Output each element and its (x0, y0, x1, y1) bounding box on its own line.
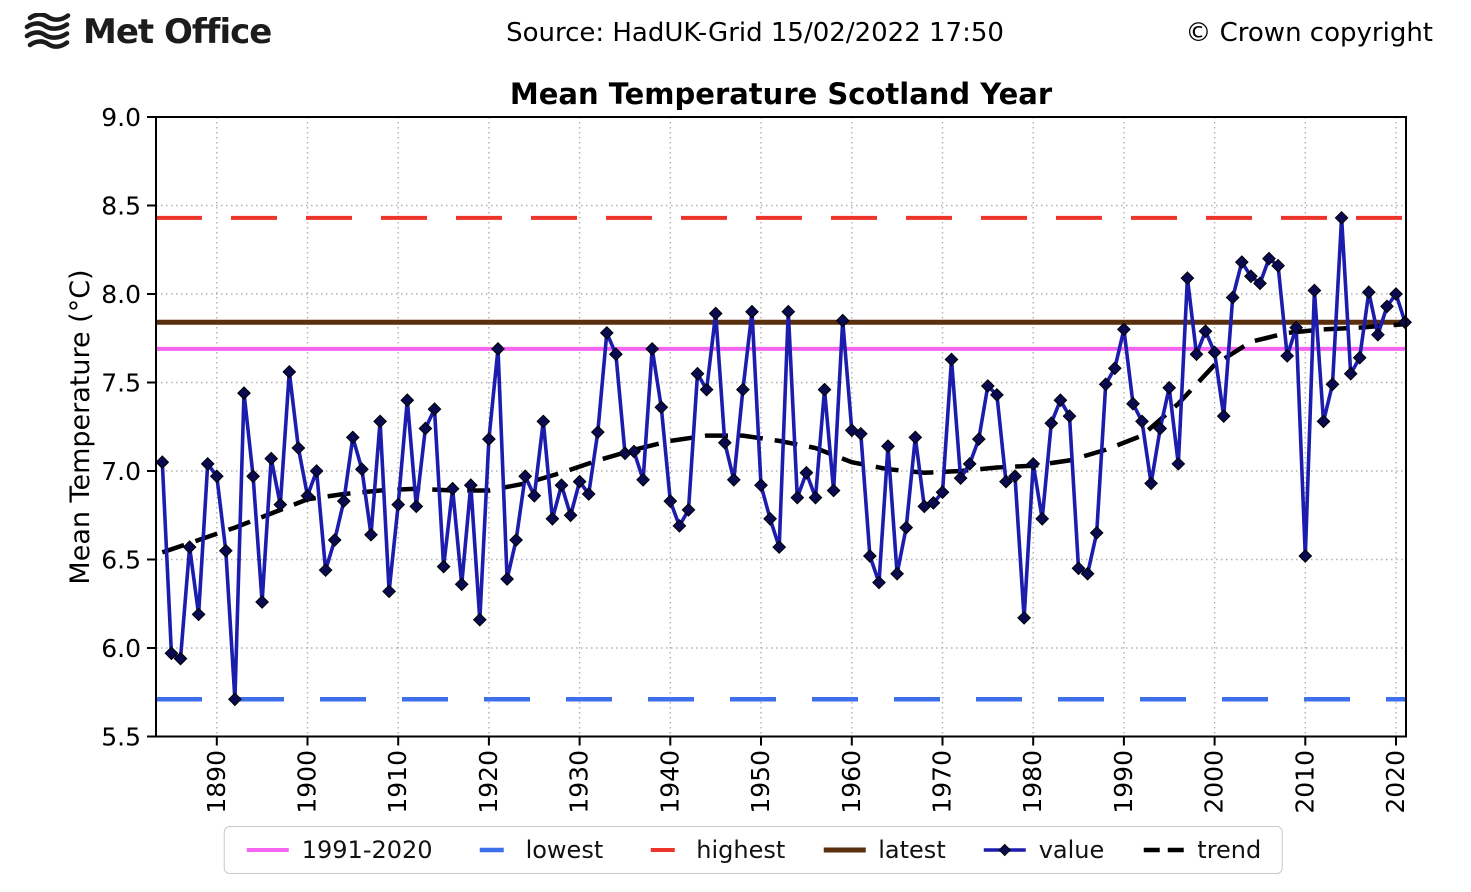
legend-sample-icon (823, 847, 866, 853)
x-tick-label: 2020 (1381, 750, 1410, 814)
legend-item-lowest: lowest (469, 836, 604, 864)
legend-sample-icon (983, 843, 1026, 857)
y-axis-label: Mean Temperature (°C) (65, 269, 96, 584)
value-markers (155, 210, 1413, 707)
legend-label: trend (1197, 836, 1262, 864)
y-tick-label: 7.5 (101, 368, 141, 397)
x-tick-label: 1950 (746, 750, 775, 814)
chart-legend: 1991-2020 lowest highest latest value trend (223, 826, 1283, 874)
x-tick-label: 1990 (1109, 750, 1138, 814)
y-tick-label: 5.5 (101, 722, 141, 751)
legend-label: highest (696, 836, 786, 864)
x-tick-label: 1970 (928, 750, 957, 814)
x-tick-label: 2010 (1290, 750, 1319, 814)
chart-canvas: 1890 1900 1910 1920 1930 1940 1950 1960 1970 1980… (65, 103, 1413, 814)
legend-sample-icon (650, 848, 675, 852)
legend-sample-icon (479, 847, 504, 853)
legend-item-value: value (982, 836, 1105, 864)
legend-item-1991-2020: 1991-2020 (245, 836, 433, 864)
x-tick-label: 2000 (1200, 750, 1229, 814)
met-office-waves-icon (24, 13, 71, 49)
y-tick-label: 8.5 (101, 191, 141, 220)
y-tick-label: 6.0 (101, 634, 141, 663)
x-tick-label: 1980 (1018, 750, 1047, 814)
met-office-logo-text: Met Office (83, 12, 272, 52)
legend-label: lowest (525, 836, 604, 864)
x-tick-label: 1900 (293, 750, 322, 814)
legend-sample-icon (1143, 847, 1184, 853)
gridlines (156, 116, 1406, 738)
legend-label: 1991-2020 (301, 836, 433, 864)
source-caption: Source: HadUK-Grid 15/02/2022 17:50 (506, 18, 1004, 48)
axes-frame (155, 116, 1407, 738)
y-tick-label: 7.0 (101, 457, 141, 486)
y-tick-label: 9.0 (101, 103, 141, 132)
x-tick-label: 1960 (837, 750, 866, 814)
x-tick-label: 1930 (565, 750, 594, 814)
copyright-caption: © Crown copyright (1185, 18, 1433, 48)
met-office-logo: Met Office (24, 12, 272, 52)
y-axis-ticks: 5.5 6.0 6.5 7.0 7.5 8.0 8.5 9.0 (101, 103, 156, 751)
trend-line (161, 321, 1406, 555)
legend-item-trend: trend (1140, 836, 1261, 864)
legend-item-highest: highest (639, 836, 785, 864)
x-axis-ticks: 1890 1900 1910 1920 1930 1940 1950 1960 1970 1980… (202, 736, 1410, 814)
x-tick-label: 1910 (383, 750, 412, 814)
legend-label: value (1038, 836, 1105, 864)
value-line (160, 216, 1407, 702)
y-tick-label: 6.5 (101, 545, 141, 574)
legend-sample-icon (246, 848, 289, 852)
y-tick-label: 8.0 (101, 280, 141, 309)
legend-item-latest: latest (821, 836, 946, 864)
x-tick-label: 1890 (202, 750, 231, 814)
x-tick-label: 1940 (655, 750, 684, 814)
legend-label: latest (878, 836, 946, 864)
x-tick-label: 1920 (474, 750, 503, 814)
chart-title: Mean Temperature Scotland Year (509, 77, 1053, 111)
